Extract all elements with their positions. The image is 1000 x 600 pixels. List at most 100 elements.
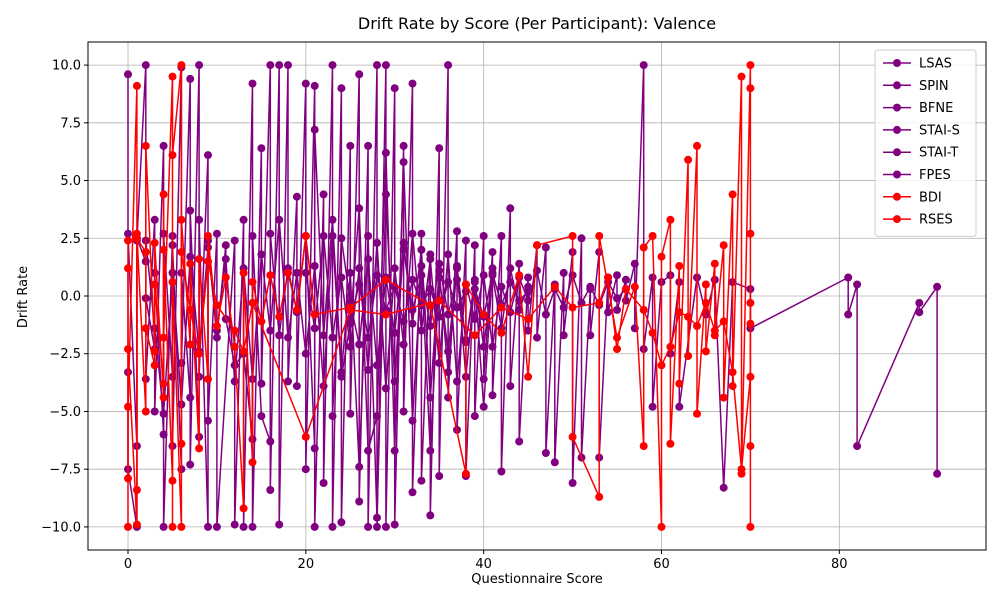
- data-point: [408, 319, 417, 328]
- data-point: [212, 301, 221, 310]
- data-point: [177, 248, 186, 257]
- legend-marker: [893, 170, 901, 179]
- data-point: [524, 372, 533, 381]
- data-point: [373, 61, 381, 70]
- data-point: [212, 333, 221, 342]
- data-point: [497, 282, 506, 291]
- data-point: [719, 393, 728, 402]
- x-tick-label: 0: [124, 557, 132, 572]
- data-point: [355, 280, 364, 289]
- data-point: [630, 259, 639, 268]
- data-point: [417, 245, 426, 254]
- data-point: [204, 151, 212, 160]
- data-point: [337, 84, 346, 93]
- legend-entry: RSES: [883, 213, 953, 228]
- data-point: [248, 79, 257, 88]
- data-point: [559, 268, 568, 277]
- data-point: [204, 257, 212, 266]
- data-point: [364, 141, 373, 150]
- data-point: [399, 238, 408, 247]
- data-point: [373, 361, 381, 370]
- data-point: [497, 303, 506, 312]
- data-point: [364, 522, 373, 531]
- data-point: [381, 522, 390, 531]
- legend-marker: [893, 81, 901, 90]
- data-point: [328, 522, 337, 531]
- series-line: [127, 64, 938, 528]
- data-point: [613, 271, 621, 280]
- data-point: [693, 409, 701, 418]
- data-point: [310, 444, 319, 453]
- data-point: [346, 342, 355, 351]
- data-point: [195, 255, 204, 264]
- data-point: [648, 328, 657, 337]
- data-point: [124, 474, 132, 483]
- data-point: [248, 298, 257, 307]
- data-point: [435, 359, 444, 367]
- data-point: [177, 215, 186, 224]
- chart-title: Drift Rate by Score (Per Participant): V…: [358, 14, 716, 33]
- data-point: [648, 232, 657, 240]
- data-point: [186, 206, 195, 215]
- data-point: [221, 241, 230, 250]
- data-point: [399, 158, 408, 167]
- legend-entry: SPIN: [883, 79, 949, 94]
- data-point: [310, 262, 319, 270]
- data-point: [719, 483, 728, 492]
- data-point: [568, 432, 577, 441]
- data-point: [177, 522, 186, 531]
- data-point: [479, 402, 488, 411]
- data-point: [168, 476, 177, 485]
- data-point: [292, 268, 301, 277]
- data-point: [533, 241, 541, 250]
- legend-entry: STAI-T: [883, 146, 958, 161]
- data-point: [239, 522, 248, 531]
- data-point: [230, 520, 239, 529]
- data-point: [568, 232, 577, 240]
- data-point: [159, 141, 168, 150]
- legend-marker: [893, 103, 901, 112]
- data-point: [435, 259, 444, 268]
- legend-label: LSAS: [919, 57, 952, 72]
- data-point: [390, 84, 399, 93]
- data-point: [159, 430, 168, 439]
- data-point: [266, 61, 275, 70]
- data-point: [639, 61, 648, 70]
- data-point: [524, 287, 533, 296]
- data-point: [435, 296, 444, 305]
- y-tick-label: 10.0: [52, 59, 81, 74]
- data-point: [168, 522, 177, 531]
- data-point: [453, 227, 461, 236]
- data-point: [541, 243, 550, 252]
- data-point: [666, 439, 675, 448]
- data-point: [132, 81, 141, 90]
- data-point: [275, 61, 284, 70]
- data-point: [453, 303, 461, 312]
- data-point: [390, 520, 399, 529]
- data-point: [470, 241, 479, 250]
- data-point: [728, 382, 737, 391]
- data-point: [301, 465, 310, 474]
- legend-marker: [893, 215, 901, 224]
- data-point: [746, 61, 755, 70]
- data-point: [933, 469, 942, 478]
- data-point: [292, 305, 301, 314]
- data-point: [248, 278, 257, 287]
- series-line: [349, 274, 467, 339]
- data-point: [186, 340, 195, 349]
- data-point: [355, 204, 364, 213]
- data-point: [381, 190, 390, 199]
- legend: LSAS SPIN BFNE STAI-S STAI-T FPES BDI RSES: [874, 49, 977, 237]
- data-point: [470, 275, 479, 284]
- data-point: [444, 250, 453, 259]
- x-tick-label: 60: [653, 557, 670, 572]
- data-point: [639, 442, 648, 451]
- data-point: [355, 497, 364, 506]
- data-point: [408, 416, 417, 425]
- data-point: [693, 322, 701, 330]
- data-point: [266, 437, 275, 446]
- data-point: [284, 268, 292, 277]
- data-point: [239, 215, 248, 224]
- data-point: [577, 234, 586, 243]
- data-point: [559, 303, 568, 312]
